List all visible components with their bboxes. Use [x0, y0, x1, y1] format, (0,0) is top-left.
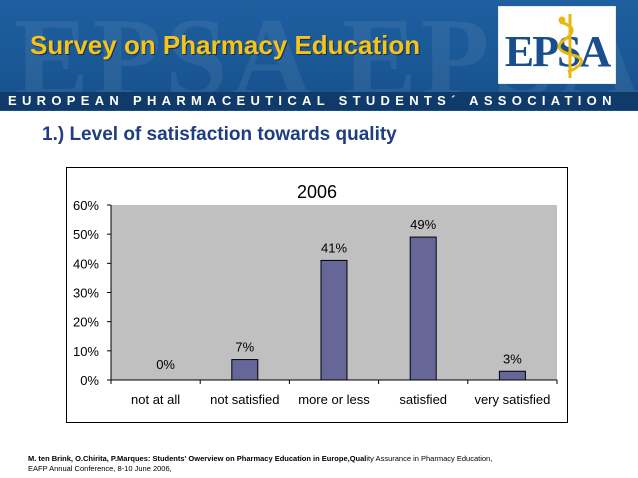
epsa-logo: EPSA: [498, 6, 616, 84]
bar-series: [231, 236, 526, 381]
citation-title-rest: ity Assurance in Pharmacy Education,: [366, 454, 493, 463]
y-tick-label: 60%: [73, 198, 99, 213]
data-label: 3%: [503, 351, 522, 366]
citation-line-2: EAFP Annual Conference, 8-10 June 2006,: [28, 464, 172, 473]
bar: [320, 259, 348, 381]
data-label: 0%: [156, 357, 175, 372]
y-axis: 0% 10% 20% 30% 40% 50% 60%: [73, 198, 112, 388]
x-tick-label: very satisfied: [474, 392, 550, 407]
caduceus-icon: [557, 14, 583, 78]
slide-title: Survey on Pharmacy Education: [30, 30, 421, 60]
bar: [231, 359, 259, 381]
logo-text: EPSA: [505, 27, 612, 76]
x-axis: not at all not satisfied more or less satis…: [110, 379, 558, 407]
association-band: EUROPEAN PHARMACEUTICAL STUDENTS´ ASSOCI…: [0, 92, 638, 110]
x-tick-label: not satisfied: [210, 392, 279, 407]
chart-frame: 2006 0% 10% 20% 30% 40% 50% 60% not at all not …: [66, 167, 568, 423]
y-tick-label: 30%: [73, 286, 99, 301]
y-tick-label: 10%: [73, 344, 99, 359]
slide-header: EPSA EPSA Survey on Pharmacy Education E…: [0, 0, 638, 111]
citation-line-1: M. ten Brink, O.Chirita, P.Marques: Stud…: [28, 454, 628, 464]
y-tick-label: 50%: [73, 227, 99, 242]
data-label: 41%: [321, 240, 347, 255]
bar: [409, 236, 437, 381]
y-tick-label: 40%: [73, 256, 99, 271]
citation-footer: M. ten Brink, O.Chirita, P.Marques: Stud…: [28, 454, 628, 474]
slide-subtitle: 1.) Level of satisfaction towards qualit…: [42, 124, 397, 145]
data-label: 49%: [410, 217, 436, 232]
association-name: EUROPEAN PHARMACEUTICAL STUDENTS´ ASSOCI…: [8, 93, 617, 108]
data-labels: 0% 7% 41% 49% 3%: [156, 217, 522, 372]
data-label: 7%: [235, 340, 254, 355]
x-tick-label: not at all: [131, 392, 180, 407]
x-tick-label: more or less: [298, 392, 370, 407]
y-tick-label: 20%: [73, 315, 99, 330]
y-tick-label: 0%: [80, 373, 99, 388]
x-tick-label: satisfied: [399, 392, 447, 407]
satisfaction-bar-chart: 2006 0%10%20%30%40%50%60% not at all not …: [73, 182, 558, 407]
bar: [498, 370, 526, 381]
citation-authors: M. ten Brink, O.Chirita, P.Marques: Stud…: [28, 454, 367, 463]
chart-title: 2006: [297, 182, 337, 202]
